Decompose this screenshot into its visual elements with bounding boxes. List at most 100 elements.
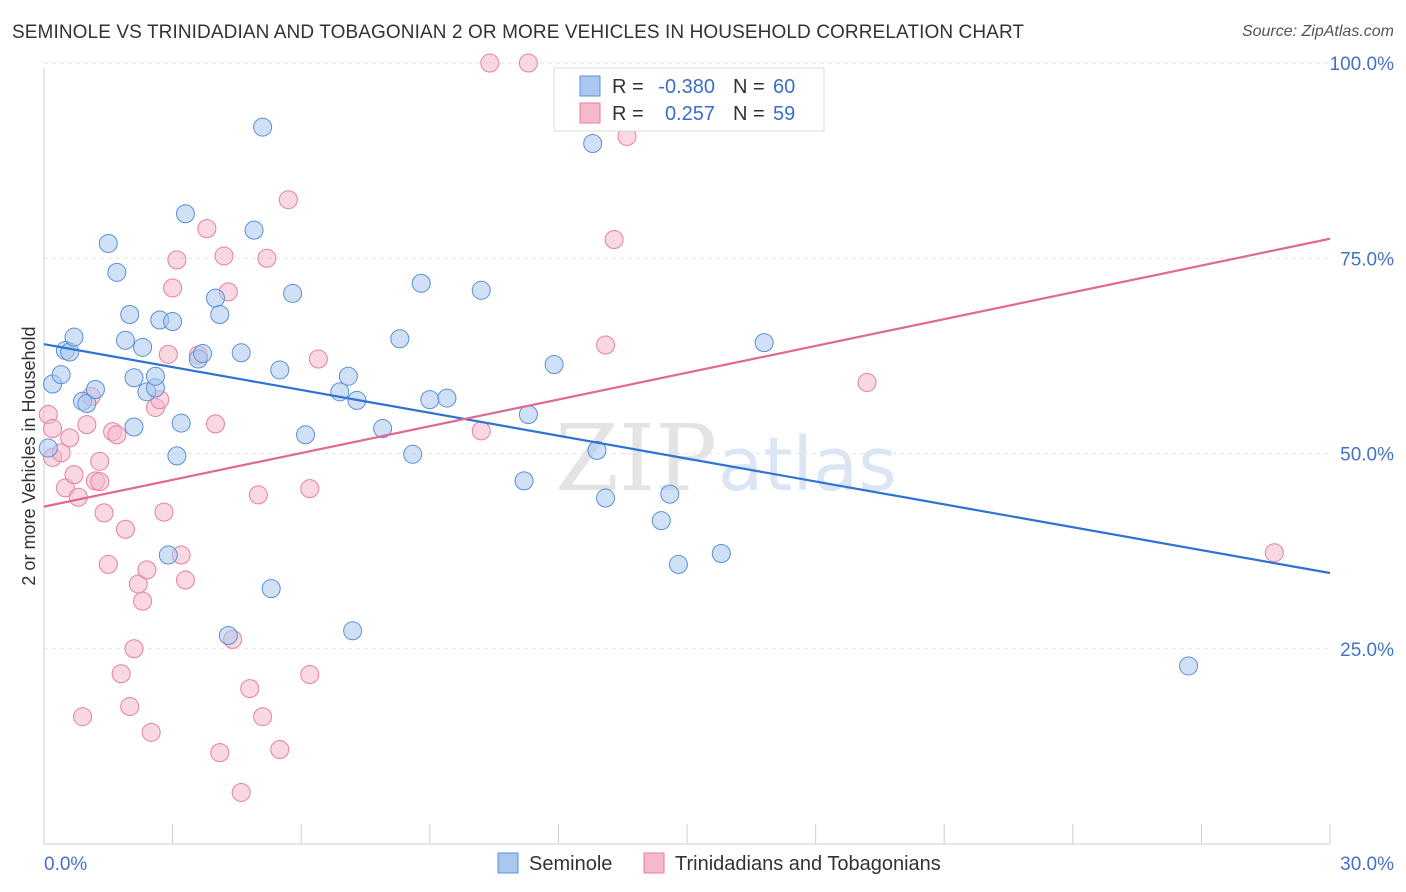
legend-swatch-seminole [497,852,519,874]
trinidadian-point [480,53,500,73]
stats-r-value-2: 0.257 [665,103,715,125]
trinidadian-point [137,560,157,580]
seminole-point [373,419,393,439]
series-legend: Seminole Trinidadians and Tobagonians [497,852,941,875]
seminole-point [115,330,135,350]
trinidadian-point [158,344,178,364]
trinidadian-point [210,743,230,763]
trinidadian-point [163,278,183,298]
trinidadian-point [253,707,273,727]
y-tick-label: 100.0% [1330,54,1395,75]
seminole-point [38,438,58,458]
trinidadian-point [73,707,93,727]
seminole-point [51,365,71,385]
trinidadian-point [55,478,75,498]
seminole-point [295,425,315,445]
stats-legend-swatch-seminole [579,75,601,97]
trinidadian-point [278,190,298,210]
seminole-point [754,333,774,353]
trinidadian-point [120,697,140,717]
stats-r-value-1: -0.380 [658,76,715,98]
trinidadian-point [98,554,118,574]
trinidadian-point [197,219,217,239]
legend-label-trinidadian: Trinidadians and Tobagonians [675,853,941,875]
seminole-point [231,343,251,363]
trinidadian-point [167,250,187,270]
trinidadian-point [471,421,491,441]
trinidadian-point [604,230,624,250]
seminole-point [98,233,118,253]
stats-legend: R = -0.380 N = 60 R = 0.257 N = 59 [553,67,825,132]
seminole-point [163,312,183,332]
trinidadian-point [205,414,225,434]
trinidadian-point [518,53,538,73]
y-axis-label: 2 or more Vehicles in Household [19,326,39,585]
stats-r-label-1: R = [612,76,644,98]
trinidadian-point [231,782,251,802]
trinidadian-point [214,246,234,266]
series-trinidadian-points [38,53,1284,802]
seminole-point [338,366,358,386]
trinidadian-point [308,349,328,369]
seminole-point [167,446,187,466]
seminole-point [437,388,457,408]
y-tick-labels: 25.0% 50.0% 75.0% 100.0% [1330,54,1395,661]
y-tick-label: 50.0% [1340,445,1394,466]
stats-n-value-2: 59 [773,103,795,125]
trinidadian-point [300,665,320,685]
trinidadian-point [154,502,174,522]
trinidadian-point [90,472,110,492]
seminole-point [514,471,534,491]
seminole-point [343,621,363,641]
seminole-point [596,488,616,508]
trinidadian-point [94,503,114,523]
seminole-point [175,204,195,224]
seminole-point [193,344,213,364]
seminole-point [711,543,731,563]
seminole-point [124,368,144,388]
seminole-point [253,117,273,137]
seminole-point [471,280,491,300]
stats-n-label-2: N = [733,103,765,125]
seminole-point [77,394,97,414]
trinidadian-point [124,639,144,659]
trinidadian-point [64,465,84,485]
trinidadian-point [77,415,97,435]
seminole-point [218,625,238,645]
trinidadian-point [248,485,268,505]
legend-swatch-trinidadian [643,852,665,874]
seminole-trend-line [43,343,1331,575]
y-tick-label: 75.0% [1340,249,1394,270]
seminole-point [244,220,264,240]
seminole-point [660,484,680,504]
legend-label-seminole: Seminole [529,853,612,875]
trend-lines [43,237,1331,575]
seminole-point [120,305,140,325]
seminole-point [64,327,84,347]
seminole-point [544,354,564,374]
trinidadian-point [596,335,616,355]
seminole-point [587,440,607,460]
stats-r-label-2: R = [612,103,644,125]
trinidadian-point [115,519,135,539]
trinidadian-point [90,451,110,471]
seminole-point [651,511,671,531]
y-tick-label: 25.0% [1340,640,1394,661]
chart-source: Source: ZipAtlas.com [1241,23,1394,40]
seminole-point [261,579,281,599]
seminole-point [145,366,165,386]
trinidadian-point [1264,543,1284,563]
trinidadian-point [133,591,153,611]
trinidadian-point [300,479,320,499]
stats-legend-swatch-trinidadian [579,102,601,124]
stats-n-value-1: 60 [773,76,795,98]
watermark-atlas: atlas [718,422,897,508]
seminole-point [124,417,144,437]
seminole-point [420,390,440,410]
seminole-point [583,133,603,153]
trinidadian-point [175,570,195,590]
seminole-point [158,545,178,565]
stats-n-label-1: N = [733,76,765,98]
seminole-point [283,283,303,303]
